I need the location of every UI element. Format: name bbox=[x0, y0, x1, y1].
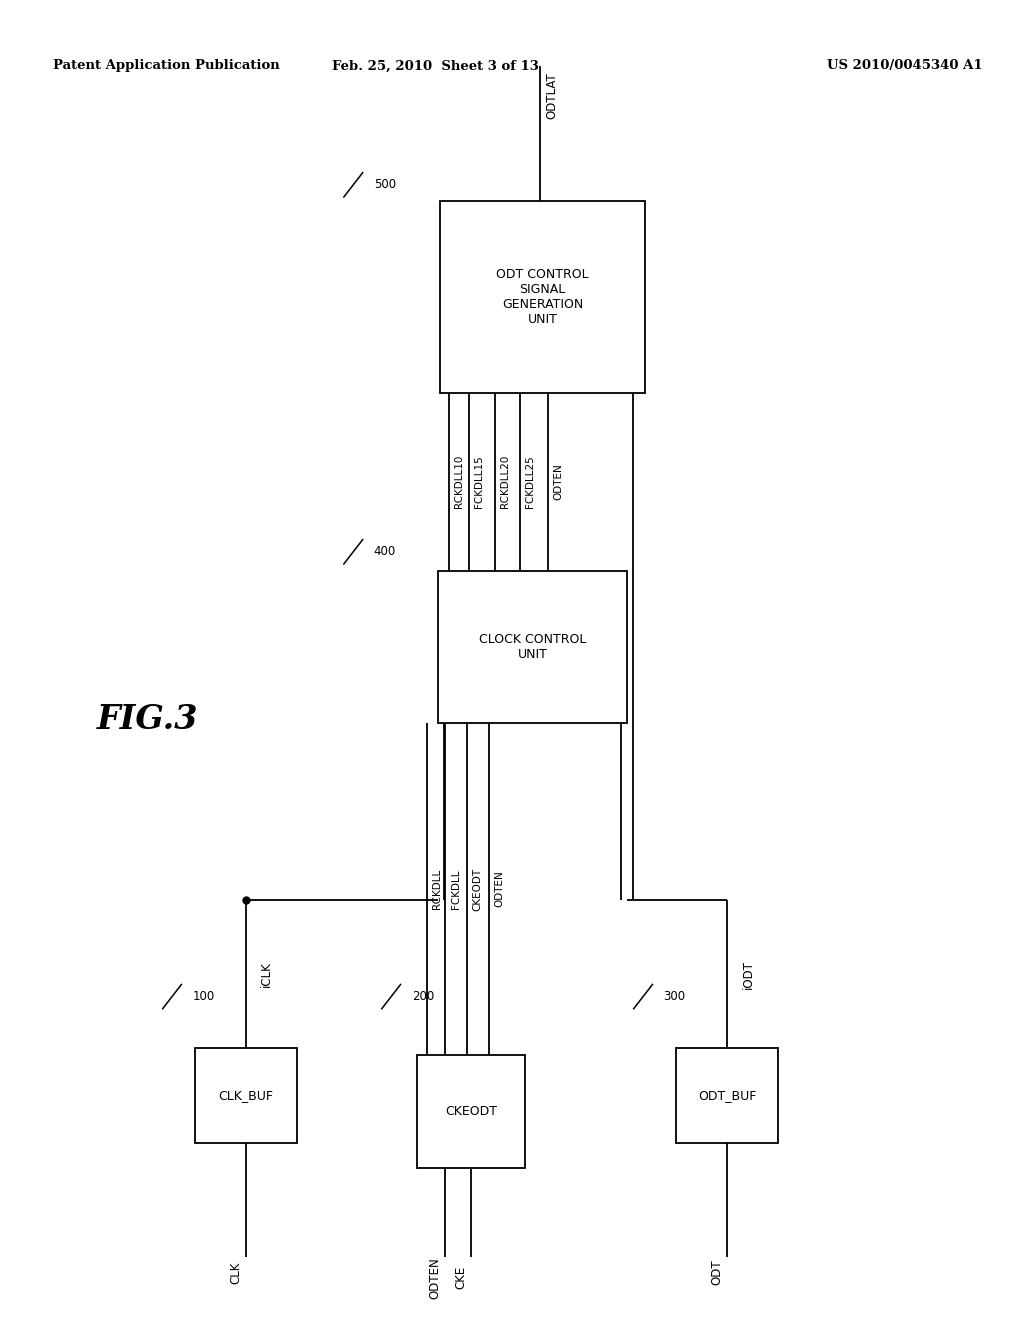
Text: FCKDLL: FCKDLL bbox=[451, 870, 461, 908]
Text: ODT: ODT bbox=[711, 1259, 723, 1286]
Bar bbox=[438, 570, 627, 722]
Text: Patent Application Publication: Patent Application Publication bbox=[53, 59, 280, 73]
Text: CLK: CLK bbox=[229, 1262, 242, 1283]
Bar bbox=[676, 1048, 778, 1143]
Text: ODTEN: ODTEN bbox=[495, 871, 505, 907]
Text: 200: 200 bbox=[412, 990, 434, 1003]
Bar bbox=[440, 201, 645, 393]
Text: FCKDLL15: FCKDLL15 bbox=[474, 455, 484, 508]
Text: CKEODT: CKEODT bbox=[472, 867, 482, 911]
Text: 500: 500 bbox=[374, 178, 396, 191]
Text: iODT: iODT bbox=[741, 960, 755, 989]
Bar bbox=[195, 1048, 297, 1143]
Bar bbox=[418, 1056, 525, 1168]
Text: US 2010/0045340 A1: US 2010/0045340 A1 bbox=[827, 59, 983, 73]
Text: CLK_BUF: CLK_BUF bbox=[218, 1089, 273, 1102]
Text: ODTLAT: ODTLAT bbox=[546, 73, 558, 119]
Text: FCKDLL25: FCKDLL25 bbox=[525, 455, 536, 508]
Text: RCKDLL10: RCKDLL10 bbox=[454, 455, 464, 508]
Text: CKE: CKE bbox=[455, 1266, 467, 1290]
Text: RCKDLL20: RCKDLL20 bbox=[500, 455, 510, 508]
Text: ODT_BUF: ODT_BUF bbox=[697, 1089, 757, 1102]
Text: CLOCK CONTROL
UNIT: CLOCK CONTROL UNIT bbox=[479, 632, 586, 661]
Text: 400: 400 bbox=[374, 545, 396, 558]
Text: ODTEN: ODTEN bbox=[429, 1257, 441, 1299]
Text: iCLK: iCLK bbox=[260, 961, 273, 987]
Text: RCKDLL: RCKDLL bbox=[432, 869, 442, 909]
Text: 100: 100 bbox=[193, 990, 215, 1003]
Text: ODTEN: ODTEN bbox=[553, 463, 563, 500]
Text: FIG.3: FIG.3 bbox=[97, 702, 199, 737]
Text: ODT CONTROL
SIGNAL
GENERATION
UNIT: ODT CONTROL SIGNAL GENERATION UNIT bbox=[497, 268, 589, 326]
Text: Feb. 25, 2010  Sheet 3 of 13: Feb. 25, 2010 Sheet 3 of 13 bbox=[332, 59, 539, 73]
Text: CKEODT: CKEODT bbox=[445, 1105, 497, 1118]
Text: 300: 300 bbox=[664, 990, 686, 1003]
